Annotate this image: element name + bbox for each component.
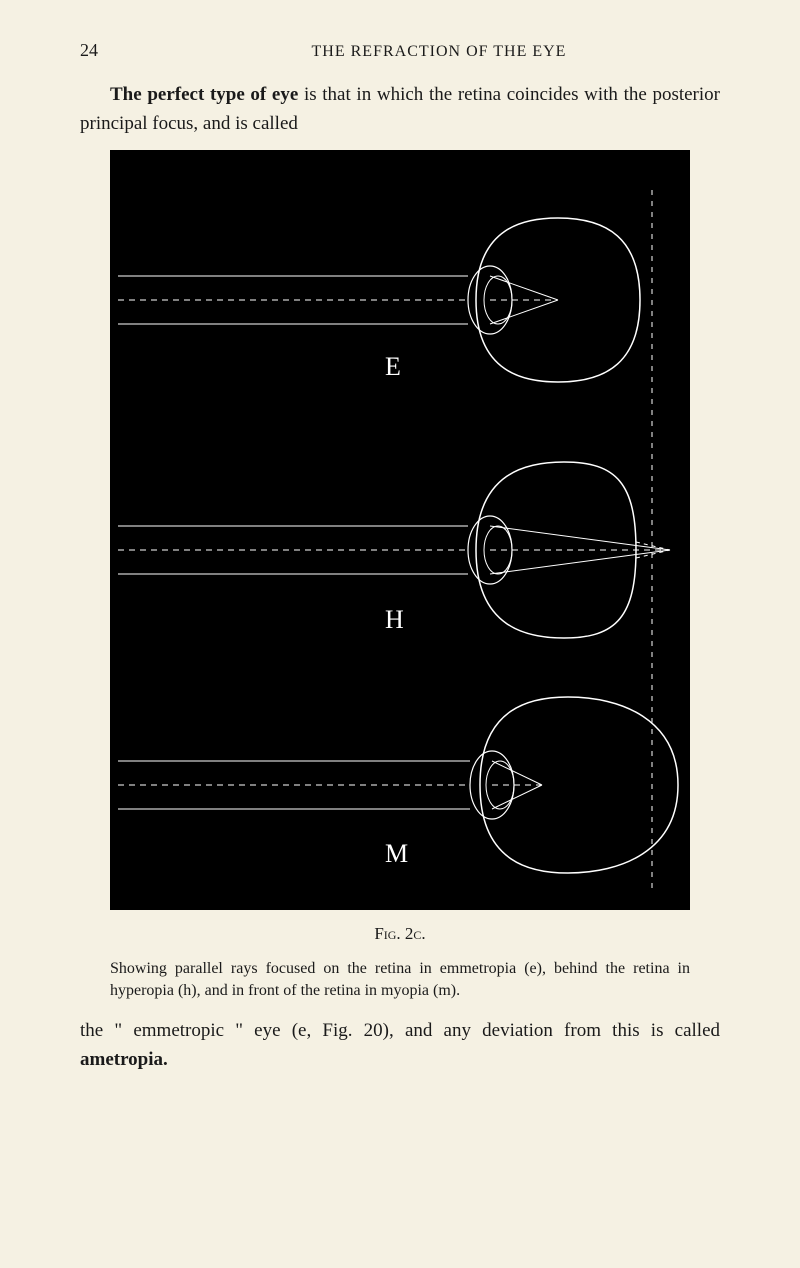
svg-text:M: M bbox=[385, 839, 408, 868]
para2-bold: ametropia. bbox=[80, 1049, 168, 1070]
svg-text:E: E bbox=[385, 352, 401, 381]
running-title: THE REFRACTION OF THE EYE bbox=[158, 43, 720, 61]
figure-2c: E H M bbox=[110, 150, 690, 910]
para2-text: the " emmetropic " eye (e, Fig. 20), and… bbox=[80, 1020, 720, 1041]
paragraph-1: The perfect type of eye is that in which… bbox=[80, 81, 720, 138]
svg-text:H: H bbox=[385, 605, 404, 634]
figure-svg: E H M bbox=[110, 150, 690, 910]
paragraph-2: the " emmetropic " eye (e, Fig. 20), and… bbox=[80, 1017, 720, 1074]
page-number: 24 bbox=[80, 40, 98, 61]
para1-bold: The perfect type of eye bbox=[110, 84, 298, 105]
caption-body: Showing parallel rays focused on the ret… bbox=[80, 958, 720, 1001]
figure-caption: Fig. 2c. bbox=[80, 924, 720, 944]
page-header: 24 THE REFRACTION OF THE EYE bbox=[80, 40, 720, 61]
